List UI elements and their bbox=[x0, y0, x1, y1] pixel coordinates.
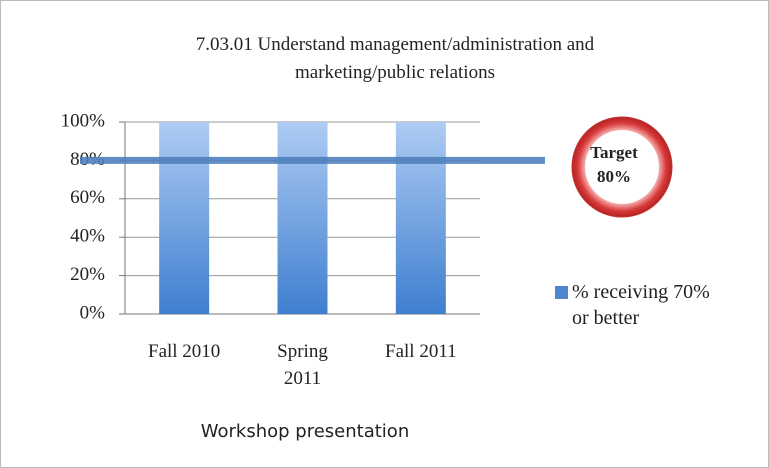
y-tick-label: 20% bbox=[70, 264, 105, 285]
bar bbox=[395, 122, 446, 314]
x-axis-label: Workshop presentation bbox=[201, 421, 409, 442]
bar bbox=[159, 122, 210, 314]
y-tick-label: 100% bbox=[61, 110, 106, 131]
y-tick-label: 40% bbox=[70, 226, 105, 247]
bar bbox=[277, 122, 328, 314]
target-ring-inner bbox=[585, 130, 659, 204]
legend-label: % receiving 70% or better bbox=[572, 281, 710, 329]
x-tick-label: Fall 2011 bbox=[385, 341, 457, 362]
y-tick-label: 0% bbox=[80, 302, 106, 323]
legend-swatch bbox=[555, 286, 568, 299]
chart-title: 7.03.01 Understand management/administra… bbox=[196, 34, 595, 83]
y-tick-label: 60% bbox=[70, 187, 105, 208]
x-tick-label: Spring 2011 bbox=[277, 341, 328, 389]
target-label: Target bbox=[590, 143, 638, 162]
x-tick-label: Fall 2010 bbox=[148, 341, 220, 362]
target-label: 80% bbox=[597, 167, 631, 186]
